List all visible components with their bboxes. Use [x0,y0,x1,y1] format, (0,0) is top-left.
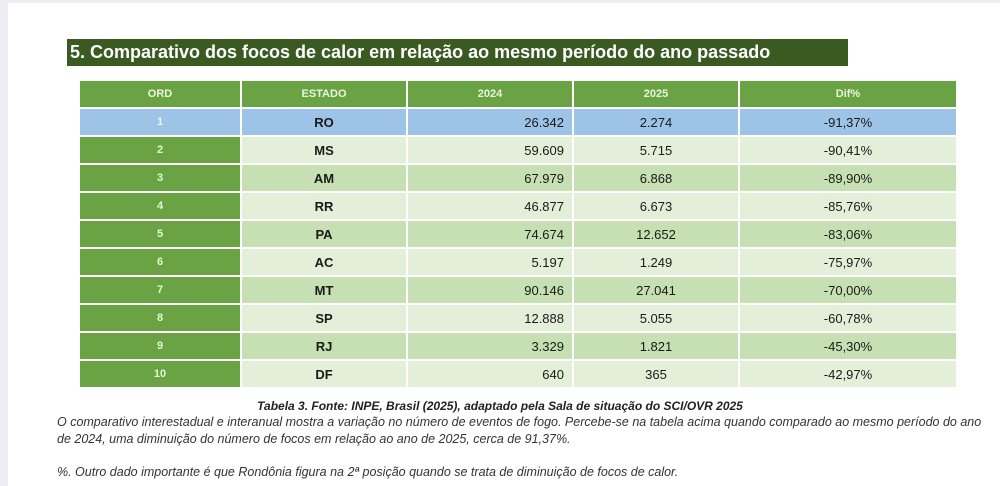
cell-estado: PA [242,221,406,247]
cell-2024: 26.342 [408,109,572,135]
cell-2024: 12.888 [408,305,572,331]
cell-estado: RR [242,193,406,219]
cell-2025: 2.274 [574,109,738,135]
body-paragraph-2: %. Outro dado importante é que Rondônia … [57,465,679,479]
section-title: 5. Comparativo dos focos de calor em rel… [67,39,848,66]
cell-ord: 3 [80,165,240,191]
cell-2024: 5.197 [408,249,572,275]
table-row: 9 RJ 3.329 1.821 -45,30% [80,333,956,359]
body-paragraph-1: O comparativo interestadual e interanual… [57,415,982,446]
cell-estado: RJ [242,333,406,359]
cell-2025: 5.055 [574,305,738,331]
header-dif: Dif% [740,81,956,107]
cell-estado: MT [242,277,406,303]
cell-dif: -60,78% [740,305,956,331]
cell-ord: 2 [80,137,240,163]
cell-estado: AC [242,249,406,275]
cell-2024: 74.674 [408,221,572,247]
cell-dif: -83,06% [740,221,956,247]
cell-2025: 12.652 [574,221,738,247]
cell-2024: 3.329 [408,333,572,359]
header-2024: 2024 [408,81,572,107]
cell-ord: 4 [80,193,240,219]
cell-2024: 46.877 [408,193,572,219]
cell-estado: MS [242,137,406,163]
table-row: 2 MS 59.609 5.715 -90,41% [80,137,956,163]
cell-dif: -75,97% [740,249,956,275]
table-row: 5 PA 74.674 12.652 -83,06% [80,221,956,247]
cell-estado: AM [242,165,406,191]
table-row: 3 AM 67.979 6.868 -89,90% [80,165,956,191]
cell-estado: SP [242,305,406,331]
comparison-table: ORD ESTADO 2024 2025 Dif% 1 RO 26.342 2.… [78,79,958,389]
cell-2024: 640 [408,361,572,387]
table-row: 6 AC 5.197 1.249 -75,97% [80,249,956,275]
cell-2024: 59.609 [408,137,572,163]
table-row: 1 RO 26.342 2.274 -91,37% [80,109,956,135]
cell-dif: -91,37% [740,109,956,135]
cell-dif: -89,90% [740,165,956,191]
header-2025: 2025 [574,81,738,107]
table-row: 7 MT 90.146 27.041 -70,00% [80,277,956,303]
left-edge [0,0,8,486]
cell-2025: 6.868 [574,165,738,191]
cell-ord: 5 [80,221,240,247]
cell-2025: 6.673 [574,193,738,219]
cell-estado: RO [242,109,406,135]
cell-ord: 6 [80,249,240,275]
cell-2025: 27.041 [574,277,738,303]
cell-ord: 7 [80,277,240,303]
table-row: 8 SP 12.888 5.055 -60,78% [80,305,956,331]
table-row: 10 DF 640 365 -42,97% [80,361,956,387]
cell-dif: -85,76% [740,193,956,219]
cell-ord: 9 [80,333,240,359]
cell-ord: 8 [80,305,240,331]
cell-dif: -45,30% [740,333,956,359]
top-edge [0,0,1000,3]
cell-ord: 10 [80,361,240,387]
header-estado: ESTADO [242,81,406,107]
cell-2025: 1.821 [574,333,738,359]
table-caption: Tabela 3. Fonte: INPE, Brasil (2025), ad… [257,399,743,413]
cell-dif: -42,97% [740,361,956,387]
table-row: 4 RR 46.877 6.673 -85,76% [80,193,956,219]
cell-2024: 67.979 [408,165,572,191]
header-ord: ORD [80,81,240,107]
cell-2024: 90.146 [408,277,572,303]
table-header-row: ORD ESTADO 2024 2025 Dif% [80,81,956,107]
cell-estado: DF [242,361,406,387]
cell-dif: -90,41% [740,137,956,163]
cell-2025: 365 [574,361,738,387]
cell-dif: -70,00% [740,277,956,303]
cell-ord: 1 [80,109,240,135]
cell-2025: 5.715 [574,137,738,163]
cell-2025: 1.249 [574,249,738,275]
